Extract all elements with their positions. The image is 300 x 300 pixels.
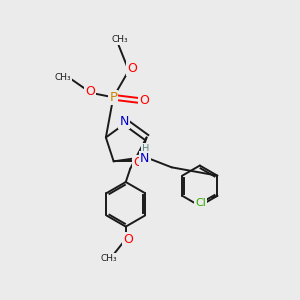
Text: N: N: [140, 152, 149, 165]
Text: O: O: [133, 156, 143, 169]
Text: O: O: [123, 232, 133, 246]
Text: CH₃: CH₃: [101, 254, 117, 263]
Text: O: O: [128, 62, 137, 75]
Text: N: N: [119, 115, 129, 128]
Text: CH₃: CH₃: [112, 35, 128, 44]
Text: P: P: [109, 91, 117, 104]
Text: O: O: [139, 94, 149, 107]
Text: Cl: Cl: [195, 198, 206, 208]
Text: H: H: [142, 144, 149, 154]
Text: CH₃: CH₃: [55, 73, 71, 82]
Text: O: O: [85, 85, 95, 98]
